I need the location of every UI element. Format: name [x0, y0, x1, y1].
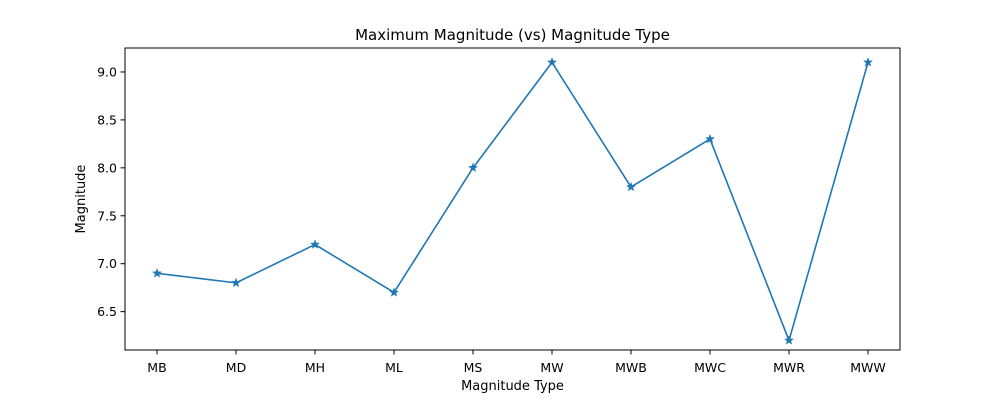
y-tick-label: 9.0 — [97, 64, 117, 79]
data-point-star — [230, 277, 242, 288]
y-tick-label: 8.5 — [97, 112, 117, 127]
x-tick-label: MWC — [694, 360, 726, 375]
data-point-star — [309, 239, 321, 249]
y-tick-label: 6.5 — [97, 304, 117, 319]
x-tick-label: MWR — [773, 360, 805, 375]
data-point-star — [467, 162, 479, 173]
x-tick-label: MWB — [615, 360, 647, 375]
data-point-star — [151, 267, 163, 278]
x-tick-label: MB — [147, 360, 166, 375]
x-tick-label: MH — [305, 360, 325, 375]
x-tick-label: MWW — [850, 360, 886, 375]
data-point-star — [704, 133, 716, 144]
data-point-star — [546, 57, 558, 67]
y-tick-label: 7.0 — [97, 256, 117, 271]
x-tick-label: MW — [540, 360, 563, 375]
x-axis-label: Magnitude Type — [461, 379, 564, 394]
plot-area — [151, 57, 874, 345]
chart-title: Maximum Magnitude (vs) Magnitude Type — [355, 26, 670, 44]
x-tick-label: MD — [226, 360, 246, 375]
data-point-star — [388, 287, 400, 297]
y-axis-label: Magnitude — [74, 165, 89, 234]
x-tick-label: MS — [464, 360, 483, 375]
data-point-star — [783, 335, 795, 345]
y-tick-label: 7.5 — [97, 208, 117, 223]
x-tick-label: ML — [385, 360, 403, 375]
data-point-star — [625, 181, 637, 192]
y-tick-label: 8.0 — [97, 160, 117, 175]
series-line — [156, 61, 869, 342]
plot-frame — [124, 47, 901, 351]
data-point-star — [862, 57, 874, 67]
